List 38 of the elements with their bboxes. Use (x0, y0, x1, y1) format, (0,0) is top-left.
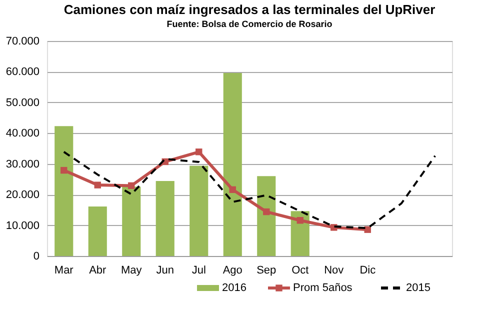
x-tick-label: Ago (222, 264, 242, 276)
bar (122, 186, 141, 256)
bar (54, 126, 74, 256)
legend-label: 2015 (406, 282, 430, 294)
y-tick-label: 10.000 (6, 220, 40, 232)
y-tick-label: 0 (33, 250, 40, 262)
legend-label: 2016 (222, 282, 246, 294)
y-tick-label: 20.000 (6, 189, 40, 202)
x-tick-label: Dic (360, 264, 376, 276)
point (364, 226, 371, 233)
x-tick-label: Mar (54, 264, 74, 276)
bar (156, 181, 174, 256)
legend-label: Prom 5años (293, 282, 353, 294)
point (128, 182, 135, 190)
point (229, 186, 236, 194)
bar (223, 72, 242, 256)
chart-subtitle: Fuente: Bolsa de Comercio de Rosario (166, 19, 333, 29)
chart-title: Camiones con maíz ingresados a las terminales del UpRiver (64, 2, 436, 17)
y-tick-label: 50.000 (6, 96, 40, 109)
y-tick-label: 30.000 (6, 158, 40, 170)
x-tick-label: Jun (156, 264, 174, 276)
point (263, 208, 270, 216)
bar (257, 176, 276, 256)
y-tick-label: 60.000 (6, 66, 40, 78)
point (94, 182, 101, 188)
x-tick-label: Abr (89, 264, 107, 276)
x-tick-label: May (120, 264, 142, 276)
x-tick-label: Jul (192, 264, 206, 276)
x-tick-label: Sep (256, 264, 276, 276)
point (296, 217, 304, 224)
x-tick-label: Oct (292, 264, 309, 276)
bar (190, 166, 208, 256)
point (196, 148, 202, 156)
y-tick-label: 40.000 (6, 128, 40, 140)
x-tick-label: Nov (324, 264, 344, 276)
y-tick-label: 70.000 (6, 36, 40, 48)
bar (88, 206, 107, 256)
point (60, 166, 68, 174)
